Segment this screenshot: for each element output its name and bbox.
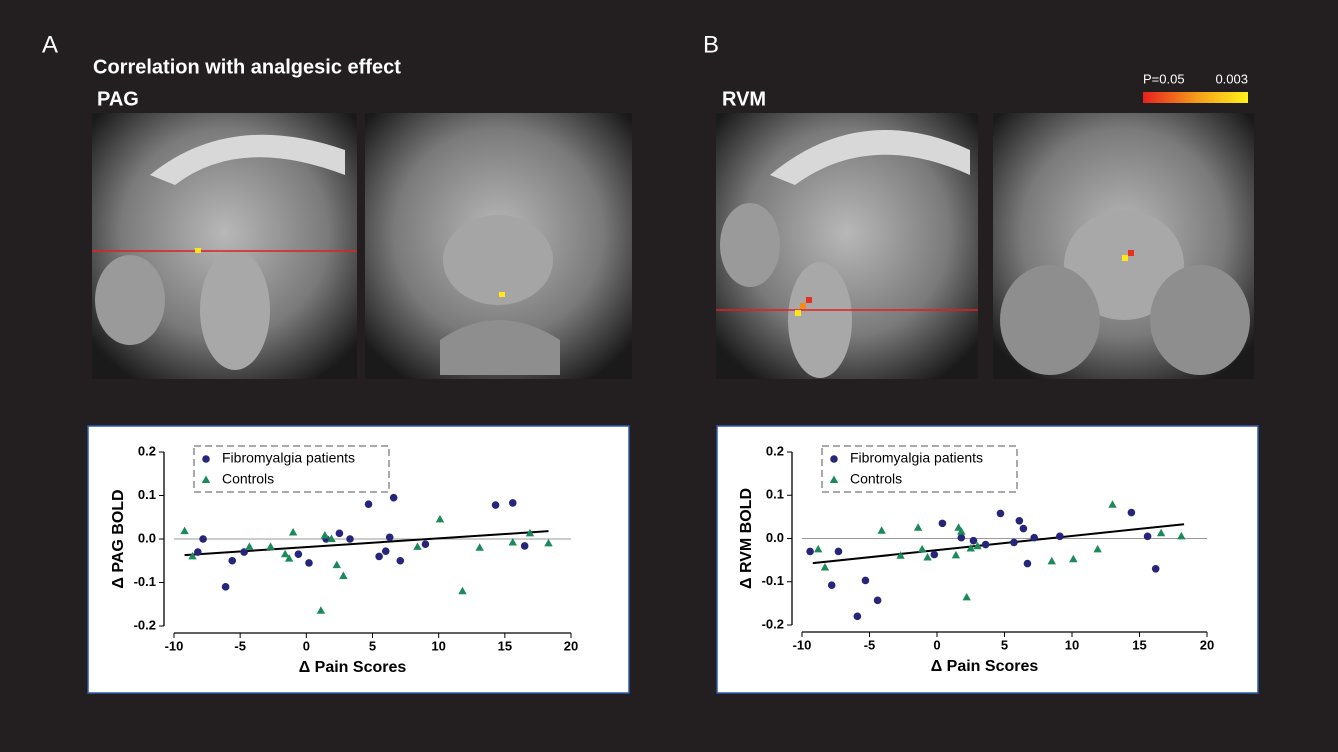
point <box>199 535 207 543</box>
point <box>939 520 947 528</box>
point <box>390 494 398 502</box>
brain-coronal <box>365 113 632 379</box>
x-tick-label: -5 <box>864 637 876 652</box>
point <box>396 557 404 565</box>
y-tick-label: 0.1 <box>138 487 156 502</box>
point <box>1030 534 1038 542</box>
point <box>1144 533 1152 541</box>
colorbar-label: P=0.05 <box>1143 71 1185 86</box>
point <box>806 548 814 556</box>
brain-sagittal <box>92 113 357 379</box>
x-tick-label: 0 <box>933 637 940 652</box>
point <box>509 499 517 507</box>
point <box>336 530 344 538</box>
x-tick-label: -10 <box>165 638 184 653</box>
x-tick-label: 5 <box>1001 637 1008 652</box>
brain-axial <box>993 113 1254 379</box>
point <box>422 540 430 548</box>
point <box>862 577 870 585</box>
point <box>874 597 882 605</box>
x-tick-label: -10 <box>793 637 812 652</box>
colorbar <box>1143 92 1248 103</box>
point <box>1024 560 1032 568</box>
point <box>382 547 390 555</box>
point <box>365 500 373 508</box>
chart-frame <box>717 426 1258 693</box>
region-label: PAG <box>97 88 139 110</box>
y-tick-label: 0.2 <box>138 443 156 458</box>
panel-label: A <box>42 31 58 58</box>
point <box>228 557 236 565</box>
point <box>1010 539 1018 547</box>
legend-label: Fibromyalgia patients <box>850 450 983 466</box>
point <box>1128 509 1136 517</box>
y-tick-label: -0.2 <box>134 617 156 632</box>
point <box>194 548 202 556</box>
colorbar-label: 0.003 <box>1215 71 1248 86</box>
y-tick-label: -0.1 <box>762 573 784 588</box>
x-axis-label: Δ Pain Scores <box>299 659 407 676</box>
legend-label: Controls <box>222 471 274 487</box>
point <box>958 534 966 542</box>
x-tick-label: 10 <box>431 638 445 653</box>
point <box>970 537 978 545</box>
legend-label: Fibromyalgia patients <box>222 450 355 466</box>
x-tick-label: 15 <box>498 638 512 653</box>
point <box>295 550 303 558</box>
point <box>997 510 1005 518</box>
x-tick-label: 15 <box>1132 637 1146 652</box>
point <box>854 613 862 621</box>
y-tick-label: 0.2 <box>766 443 784 458</box>
y-tick-label: 0.0 <box>766 530 784 545</box>
point <box>1020 525 1028 533</box>
point <box>386 533 394 541</box>
legend-marker <box>830 455 838 463</box>
region-label: RVM <box>722 88 766 110</box>
point <box>346 535 354 543</box>
point <box>521 542 529 550</box>
y-axis-label: Δ RVM BOLD <box>738 488 755 589</box>
point <box>492 501 500 509</box>
point <box>828 581 836 589</box>
y-axis-label: Δ PAG BOLD <box>110 489 127 588</box>
point <box>1152 565 1160 573</box>
point <box>931 551 939 559</box>
legend-label: Controls <box>850 471 902 487</box>
point <box>835 548 843 556</box>
brain-sagittal <box>716 113 978 379</box>
point <box>222 583 230 591</box>
panel-label: B <box>703 31 719 58</box>
heading: Correlation with analgesic effect <box>93 56 401 78</box>
y-tick-label: 0.0 <box>138 530 156 545</box>
point <box>375 553 383 561</box>
y-tick-label: -0.2 <box>762 616 784 631</box>
x-tick-label: 5 <box>369 638 376 653</box>
legend-marker <box>202 455 210 463</box>
point <box>1056 533 1064 541</box>
x-axis-label: Δ Pain Scores <box>931 658 1039 675</box>
x-tick-label: 10 <box>1065 637 1079 652</box>
point <box>982 541 990 549</box>
point <box>1016 517 1024 525</box>
figure: A Correlation with analgesic effect PAG … <box>0 0 1338 747</box>
x-tick-label: 20 <box>1200 637 1214 652</box>
x-tick-label: 0 <box>303 638 310 653</box>
y-tick-label: 0.1 <box>766 487 784 502</box>
point <box>305 559 313 567</box>
y-tick-label: -0.1 <box>134 574 156 589</box>
x-tick-label: 20 <box>564 638 578 653</box>
x-tick-label: -5 <box>234 638 246 653</box>
